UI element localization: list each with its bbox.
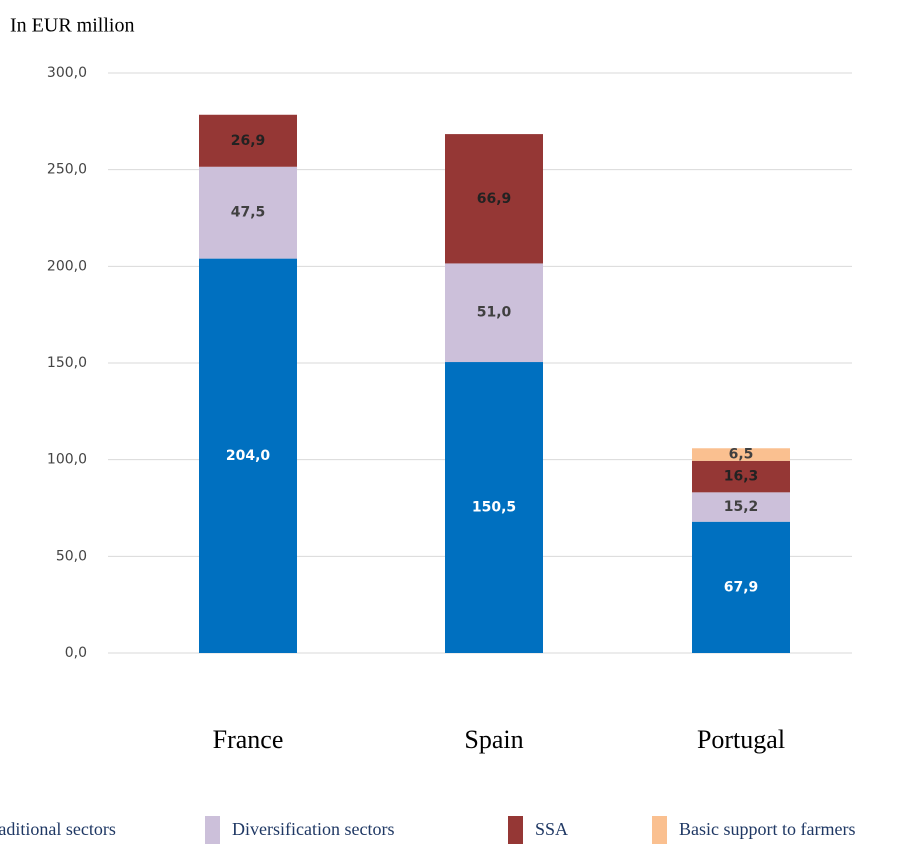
- bar-segment: [692, 448, 790, 461]
- bar-segment: [692, 460, 790, 493]
- legend-label: Traditional sectors: [0, 819, 116, 839]
- y-tick-label: 50,0: [56, 548, 87, 564]
- data-label: 67,9: [724, 579, 759, 595]
- data-label: 6,5: [729, 447, 754, 463]
- data-label: 26,9: [231, 133, 266, 149]
- axis-unit-label: In EUR million: [10, 15, 134, 37]
- data-label: 47,5: [231, 205, 266, 221]
- data-label: 16,3: [724, 469, 759, 485]
- y-tick-label: 200,0: [47, 258, 87, 274]
- bar-segment: [692, 521, 790, 653]
- y-tick-label: 100,0: [47, 452, 87, 468]
- legend-label: Diversification sectors: [232, 819, 394, 839]
- data-label: 51,0: [477, 305, 512, 321]
- legend-swatch: [205, 816, 220, 844]
- x-tick-label: Spain: [464, 725, 523, 754]
- bar-segment: [199, 166, 297, 259]
- bar-segment: [445, 362, 543, 653]
- x-tick-label: Portugal: [697, 725, 785, 754]
- y-tick-label: 150,0: [47, 355, 87, 371]
- legend-swatch: [508, 816, 523, 844]
- bar-segment: [199, 258, 297, 653]
- x-tick-label: France: [213, 725, 284, 754]
- y-tick-label: 300,0: [47, 65, 87, 81]
- bar-segment: [445, 263, 543, 363]
- bar-segment: [199, 114, 297, 167]
- data-label: 150,5: [472, 500, 516, 516]
- legend-label: SSA: [535, 819, 568, 839]
- legend-swatch: [652, 816, 667, 844]
- bar-segment: [445, 134, 543, 264]
- data-label: 66,9: [477, 191, 512, 207]
- bar-segment: [692, 492, 790, 522]
- data-label: 204,0: [226, 448, 271, 464]
- y-tick-label: 0,0: [65, 645, 87, 661]
- data-label: 15,2: [724, 499, 759, 515]
- legend-label: Basic support to farmers: [679, 819, 855, 839]
- y-tick-label: 250,0: [47, 162, 87, 178]
